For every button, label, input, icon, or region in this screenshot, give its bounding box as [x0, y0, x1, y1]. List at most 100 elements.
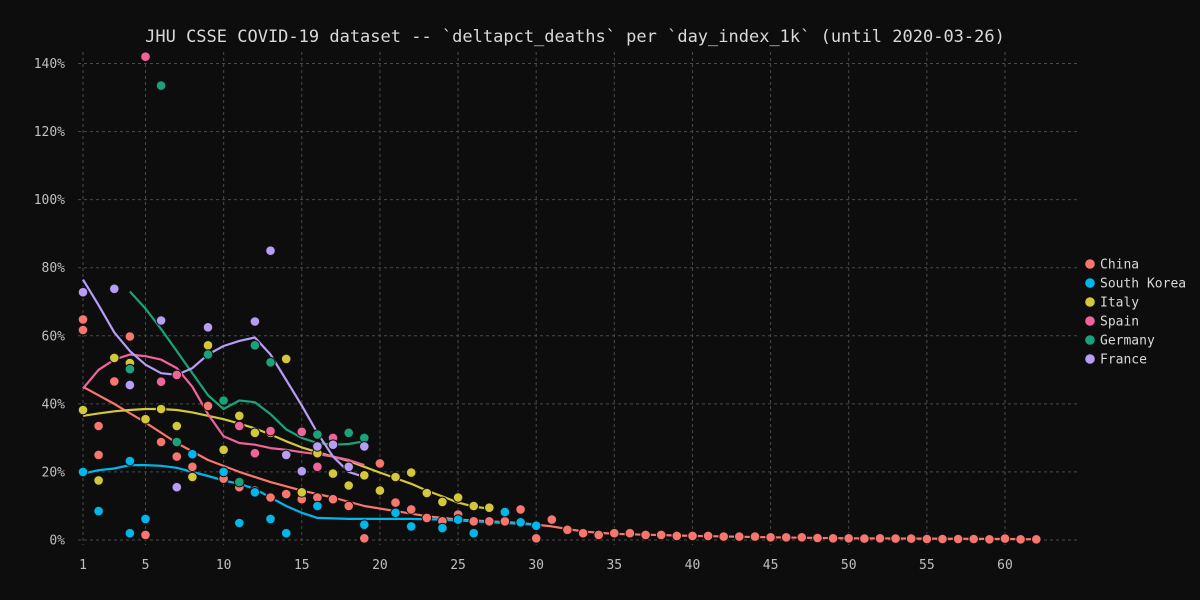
- x-tick-label: 60: [997, 558, 1013, 573]
- data-point-south-korea: [124, 527, 136, 539]
- data-point-south-korea: [390, 507, 401, 519]
- data-point-china: [718, 531, 730, 542]
- x-tick-label: 40: [685, 558, 701, 573]
- data-point-germany: [155, 80, 167, 91]
- data-point-china: [593, 529, 605, 541]
- data-point-china: [780, 532, 792, 543]
- data-point-south-korea: [515, 517, 526, 528]
- data-point-germany: [218, 395, 229, 406]
- data-point-spain: [234, 420, 245, 432]
- data-point-china: [999, 533, 1011, 544]
- data-point-germany: [312, 429, 323, 440]
- data-point-south-korea: [93, 505, 104, 517]
- data-point-china: [734, 531, 745, 542]
- data-point-china: [937, 533, 948, 545]
- data-point-china: [812, 532, 823, 544]
- data-point-france: [124, 379, 136, 391]
- x-tick-label: 45: [763, 558, 779, 573]
- data-point-china: [827, 533, 839, 544]
- data-point-china: [562, 524, 573, 536]
- data-point-south-korea: [265, 513, 276, 525]
- data-point-italy: [140, 413, 151, 425]
- x-tick-label: 15: [294, 558, 310, 573]
- x-tick-label: 35: [606, 558, 622, 573]
- data-point-france: [77, 286, 89, 298]
- data-point-china: [343, 500, 355, 512]
- legend-swatch-china: [1085, 259, 1095, 269]
- data-point-france: [312, 441, 323, 452]
- data-point-south-korea: [77, 466, 89, 478]
- data-point-china: [515, 504, 526, 515]
- data-point-china: [765, 532, 776, 543]
- data-point-china: [359, 533, 370, 544]
- data-point-france: [280, 449, 292, 461]
- legend-swatch-south-korea: [1085, 278, 1095, 288]
- data-point-south-korea: [468, 527, 480, 539]
- data-point-italy: [109, 352, 120, 364]
- data-point-italy: [452, 492, 464, 503]
- legend-label-spain: Spain: [1100, 315, 1139, 330]
- data-point-china: [327, 493, 339, 505]
- data-point-china: [374, 458, 386, 469]
- axis-tick-layer: 1 5 10 15 20 25 30 35 40 45 50 55 600%20%40%60%80%10…: [34, 57, 1013, 573]
- chart-title: JHU CSSE COVID-19 dataset -- `deltapct_d…: [145, 27, 1005, 47]
- y-tick-label: 80%: [42, 261, 66, 276]
- x-tick-label: 5: [142, 558, 150, 573]
- data-point-germany: [202, 349, 214, 360]
- data-point-germany: [234, 476, 245, 488]
- data-point-italy: [93, 475, 104, 486]
- data-point-france: [202, 322, 214, 333]
- data-point-germany: [249, 340, 261, 351]
- data-point-italy: [327, 468, 339, 479]
- data-point-south-korea: [359, 519, 370, 531]
- data-point-italy: [484, 502, 495, 514]
- data-point-china: [921, 533, 933, 545]
- data-point-layer: [77, 51, 1042, 545]
- data-point-china: [1015, 534, 1026, 545]
- data-point-south-korea: [187, 448, 198, 460]
- data-point-china: [655, 529, 667, 541]
- data-point-south-korea: [124, 455, 136, 467]
- data-point-spain: [296, 426, 308, 438]
- legend-label-france: France: [1100, 353, 1147, 368]
- data-point-china: [109, 376, 120, 387]
- data-point-china: [93, 420, 104, 432]
- trend-line-italy: [82, 407, 490, 510]
- y-tick-label: 40%: [42, 397, 66, 412]
- data-point-italy: [249, 427, 261, 439]
- data-point-china: [468, 516, 480, 527]
- grid-layer: [78, 52, 1078, 545]
- data-point-spain: [312, 461, 323, 473]
- data-point-france: [109, 283, 120, 295]
- data-point-spain: [171, 369, 183, 381]
- data-point-italy: [218, 444, 229, 456]
- data-point-italy: [343, 480, 355, 491]
- data-point-china: [624, 527, 636, 539]
- data-point-spain: [265, 425, 276, 437]
- data-point-china: [577, 527, 589, 539]
- data-point-china: [1031, 534, 1042, 545]
- data-point-china: [202, 400, 214, 412]
- data-point-china: [155, 436, 167, 448]
- data-point-south-korea: [437, 522, 448, 534]
- data-point-france: [171, 481, 183, 493]
- data-point-italy: [234, 410, 245, 422]
- data-point-china: [843, 533, 855, 544]
- data-point-italy: [390, 471, 401, 483]
- data-point-spain: [140, 51, 151, 63]
- data-point-italy: [280, 353, 292, 365]
- data-point-italy: [437, 496, 448, 508]
- legend-label-china: China: [1100, 258, 1139, 273]
- data-point-italy: [374, 485, 386, 496]
- data-point-italy: [421, 487, 433, 499]
- legend-label-italy: Italy: [1100, 296, 1139, 311]
- data-point-china: [93, 449, 104, 461]
- data-point-south-korea: [234, 517, 245, 529]
- data-point-china: [77, 314, 89, 325]
- data-point-italy: [468, 500, 480, 512]
- data-point-china: [390, 497, 401, 508]
- data-point-china: [77, 324, 89, 336]
- data-point-italy: [77, 404, 89, 416]
